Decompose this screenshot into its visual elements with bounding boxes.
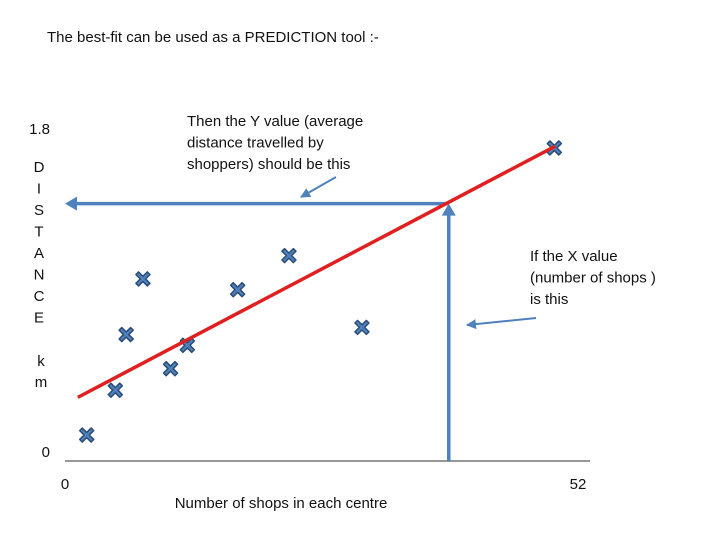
- data-point: [118, 326, 134, 343]
- data-point: [354, 319, 370, 336]
- best-fit-line: [77, 144, 557, 399]
- y-axis-label: N: [34, 266, 45, 283]
- annotation: (number of shops ): [530, 269, 656, 286]
- annotation: Then the Y value (average: [187, 113, 363, 130]
- data-point: [281, 247, 297, 264]
- y-axis-label: A: [34, 245, 44, 262]
- y-tick-label: 1.8: [29, 121, 50, 138]
- data-point: [78, 427, 95, 443]
- annotation: If the X value: [530, 248, 618, 265]
- annotation-arrow: [300, 176, 337, 198]
- x-tick-label: 52: [570, 476, 587, 493]
- x-axis-label: Number of shops in each centre: [175, 495, 388, 512]
- arrow-head: [441, 203, 456, 216]
- annotation: distance travelled by: [187, 134, 324, 151]
- annotation-arrow: [466, 317, 537, 330]
- y-axis-label: S: [34, 202, 44, 219]
- y-axis-unit: k: [37, 353, 45, 370]
- arrow-head: [65, 196, 77, 211]
- x-tick-label: 0: [61, 476, 69, 493]
- annotation: shoppers) should be this: [187, 156, 350, 173]
- y-axis-label: T: [34, 223, 43, 240]
- data-point: [135, 271, 151, 287]
- y-axis-label: E: [34, 309, 44, 326]
- data-point: [229, 281, 246, 298]
- data-point: [107, 382, 124, 398]
- y-axis-label: D: [34, 159, 45, 176]
- y-axis-label: C: [34, 288, 45, 305]
- chart-title: The best-fit can be used as a PREDICTION…: [47, 29, 379, 46]
- data-point: [162, 360, 179, 377]
- y-axis-label: I: [37, 180, 41, 197]
- annotation: is this: [530, 291, 568, 308]
- y-tick-label: 0: [42, 444, 50, 461]
- y-axis-unit: m: [35, 374, 48, 391]
